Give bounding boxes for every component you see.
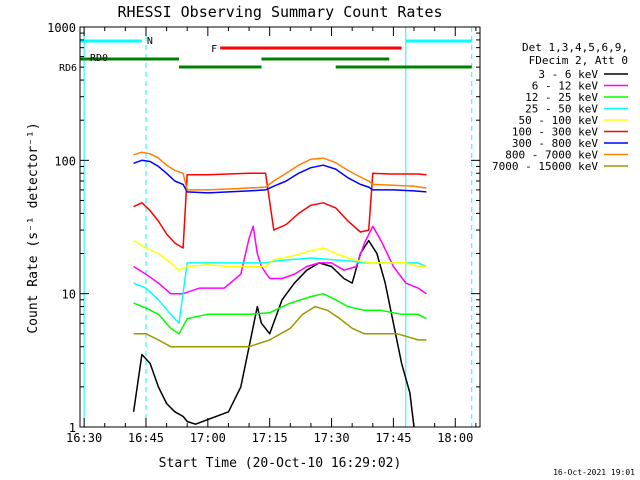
legend-label-6: 300 - 800 keV xyxy=(512,137,598,150)
series-line-5 xyxy=(133,172,427,249)
x-axis: 16:30 16:45 17:00 17:15 17:30 17:45 18:00 xyxy=(66,27,477,445)
series-line-0 xyxy=(132,239,415,428)
series-line-1 xyxy=(133,225,427,295)
x-tick-label-0: 16:30 xyxy=(66,431,102,445)
x-tick-label-4: 17:30 xyxy=(313,431,349,445)
y-axis-label: Count Rate (s⁻¹ detector⁻¹) xyxy=(26,122,41,333)
series-line-4 xyxy=(133,239,427,271)
legend-label-2: 12 - 25 keV xyxy=(525,91,598,104)
series-line-8 xyxy=(133,305,427,348)
footer-timestamp: 16-Oct-2021 19:01 xyxy=(553,468,635,477)
flag-label-n: N xyxy=(147,36,153,47)
legend-label-0: 3 - 6 keV xyxy=(538,68,598,81)
chart-title: RHESSI Observing Summary Count Rates xyxy=(117,3,442,21)
flag-label-rd0: RD0 xyxy=(90,53,108,64)
y-tick-label-1: 10 xyxy=(62,288,76,302)
y-tick-label-3: 1000 xyxy=(47,21,76,35)
legend-label-8: 7000 - 15000 keV xyxy=(492,160,598,173)
plot-frame xyxy=(79,26,481,428)
y-axis: 1 10 100 1000 xyxy=(47,21,480,435)
x-tick-label-6: 18:00 xyxy=(437,431,473,445)
x-tick-label-2: 17:00 xyxy=(190,431,226,445)
flag-bars: N F RD0 RD6 xyxy=(59,36,472,74)
series-line-7 xyxy=(133,151,427,191)
legend-header-line-2: FDecim 2, Att 0 xyxy=(529,54,628,67)
x-tick-label-5: 17:45 xyxy=(375,431,411,445)
legend-label-5: 100 - 300 keV xyxy=(512,126,598,139)
y-tick-label-0: 1 xyxy=(69,421,76,435)
x-axis-label: Start Time (20-Oct-10 16:29:02) xyxy=(159,456,402,471)
series-line-2 xyxy=(133,292,427,335)
x-tick-label-3: 17:15 xyxy=(252,431,288,445)
legend-label-3: 25 - 50 keV xyxy=(525,103,598,116)
vertical-markers xyxy=(83,27,473,427)
legend-header-line-1: Det 1,3,4,5,6,9, xyxy=(522,41,628,54)
flag-label-rd6: RD6 xyxy=(59,63,77,74)
flag-label-f: F xyxy=(211,44,217,55)
y-tick-label-2: 100 xyxy=(54,154,76,168)
x-tick-label-1: 16:45 xyxy=(128,431,164,445)
legend-label-1: 6 - 12 keV xyxy=(532,80,599,93)
legend-label-4: 50 - 100 keV xyxy=(519,114,599,127)
legend-label-7: 800 - 7000 keV xyxy=(505,149,598,162)
series-line-6 xyxy=(133,159,427,194)
series-lines xyxy=(132,151,427,428)
